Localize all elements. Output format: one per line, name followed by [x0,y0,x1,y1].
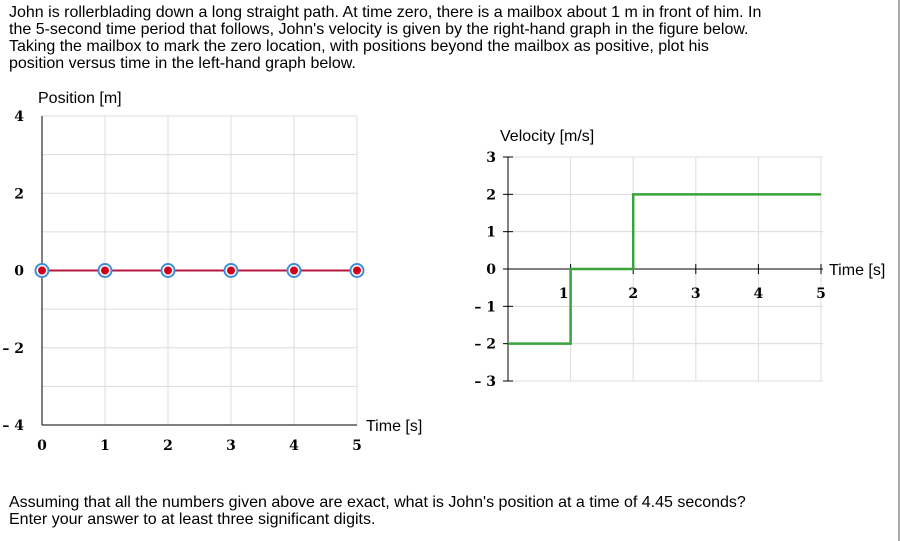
x-tick-label: 1 [100,438,110,454]
x-tick-label: 2 [628,286,638,302]
problem-line: John is rollerblading down a long straig… [9,4,762,21]
y-tick-label: 1 [486,225,496,241]
position-graph[interactable]: 4 2 0 – 2 – 4 0 1 2 3 4 5 Position [m] Time [s] [2,90,422,454]
problem-line: position versus time in the left-hand gr… [9,55,356,72]
point-handle-dot[interactable] [101,266,109,275]
y-tick-label: – 2 [474,337,496,353]
draggable-point[interactable] [349,263,365,278]
y-tick-label: 0 [486,262,496,278]
y-tick-label: – 3 [474,374,496,390]
x-tick-label: 5 [352,438,362,454]
velocity-x-axis-title: Time [s] [829,262,885,279]
velocity-y-axis-title: Velocity [m/s] [500,128,594,145]
x-tick-label: 3 [226,438,236,454]
velocity-x-tick-labels: 1 2 3 4 5 [559,286,826,302]
draggable-point[interactable] [34,263,50,278]
draggable-point[interactable] [97,263,113,278]
y-tick-label: 0 [14,264,24,280]
x-tick-label: 5 [816,286,826,302]
velocity-y-tick-labels: 3 2 1 0 – 1 – 2 – 3 [474,150,496,390]
x-tick-label: 0 [37,438,47,454]
problem-line: Taking the mailbox to mark the zero loca… [9,38,709,55]
point-handle-dot[interactable] [353,266,361,275]
point-handle-dot[interactable] [227,266,235,275]
velocity-graph: 3 2 1 0 – 1 – 2 – 3 1 2 3 4 5 Velocity [m/s] Time … [474,128,885,390]
problem-statement: John is rollerblading down a long straig… [9,4,869,72]
question-text: Assuming that all the numbers given abov… [9,494,869,528]
draggable-point[interactable] [286,263,302,278]
question-line: Enter your answer to at least three sign… [9,511,376,528]
y-tick-label: 2 [14,186,24,202]
y-tick-label: – 4 [2,418,24,434]
x-tick-label: 4 [289,438,299,454]
position-y-tick-labels: 4 2 0 – 2 – 4 [2,109,24,434]
velocity-series [508,193,821,345]
y-tick-label: 3 [486,150,496,166]
point-handle-dot[interactable] [38,266,46,275]
question-line: Assuming that all the numbers given abov… [9,494,746,511]
x-tick-label: 1 [559,286,569,302]
x-tick-label: 3 [691,286,701,302]
velocity-line [508,193,821,345]
point-handle-dot[interactable] [290,266,298,275]
y-tick-label: – 1 [474,299,496,315]
position-y-axis-title: Position [m] [38,90,122,107]
draggable-point[interactable] [160,263,176,278]
position-x-tick-labels: 0 1 2 3 4 5 [37,438,362,454]
position-x-axis-title: Time [s] [366,418,422,435]
y-tick-label: – 2 [2,341,24,357]
y-tick-label: 2 [486,187,496,203]
problem-line: the 5-second time period that follows, J… [9,21,749,38]
x-tick-label: 4 [754,286,764,302]
x-tick-label: 2 [163,438,173,454]
draggable-point[interactable] [223,263,239,278]
window-edge [898,0,900,541]
position-series [34,263,365,278]
point-handle-dot[interactable] [164,266,172,275]
y-tick-label: 4 [14,109,24,125]
